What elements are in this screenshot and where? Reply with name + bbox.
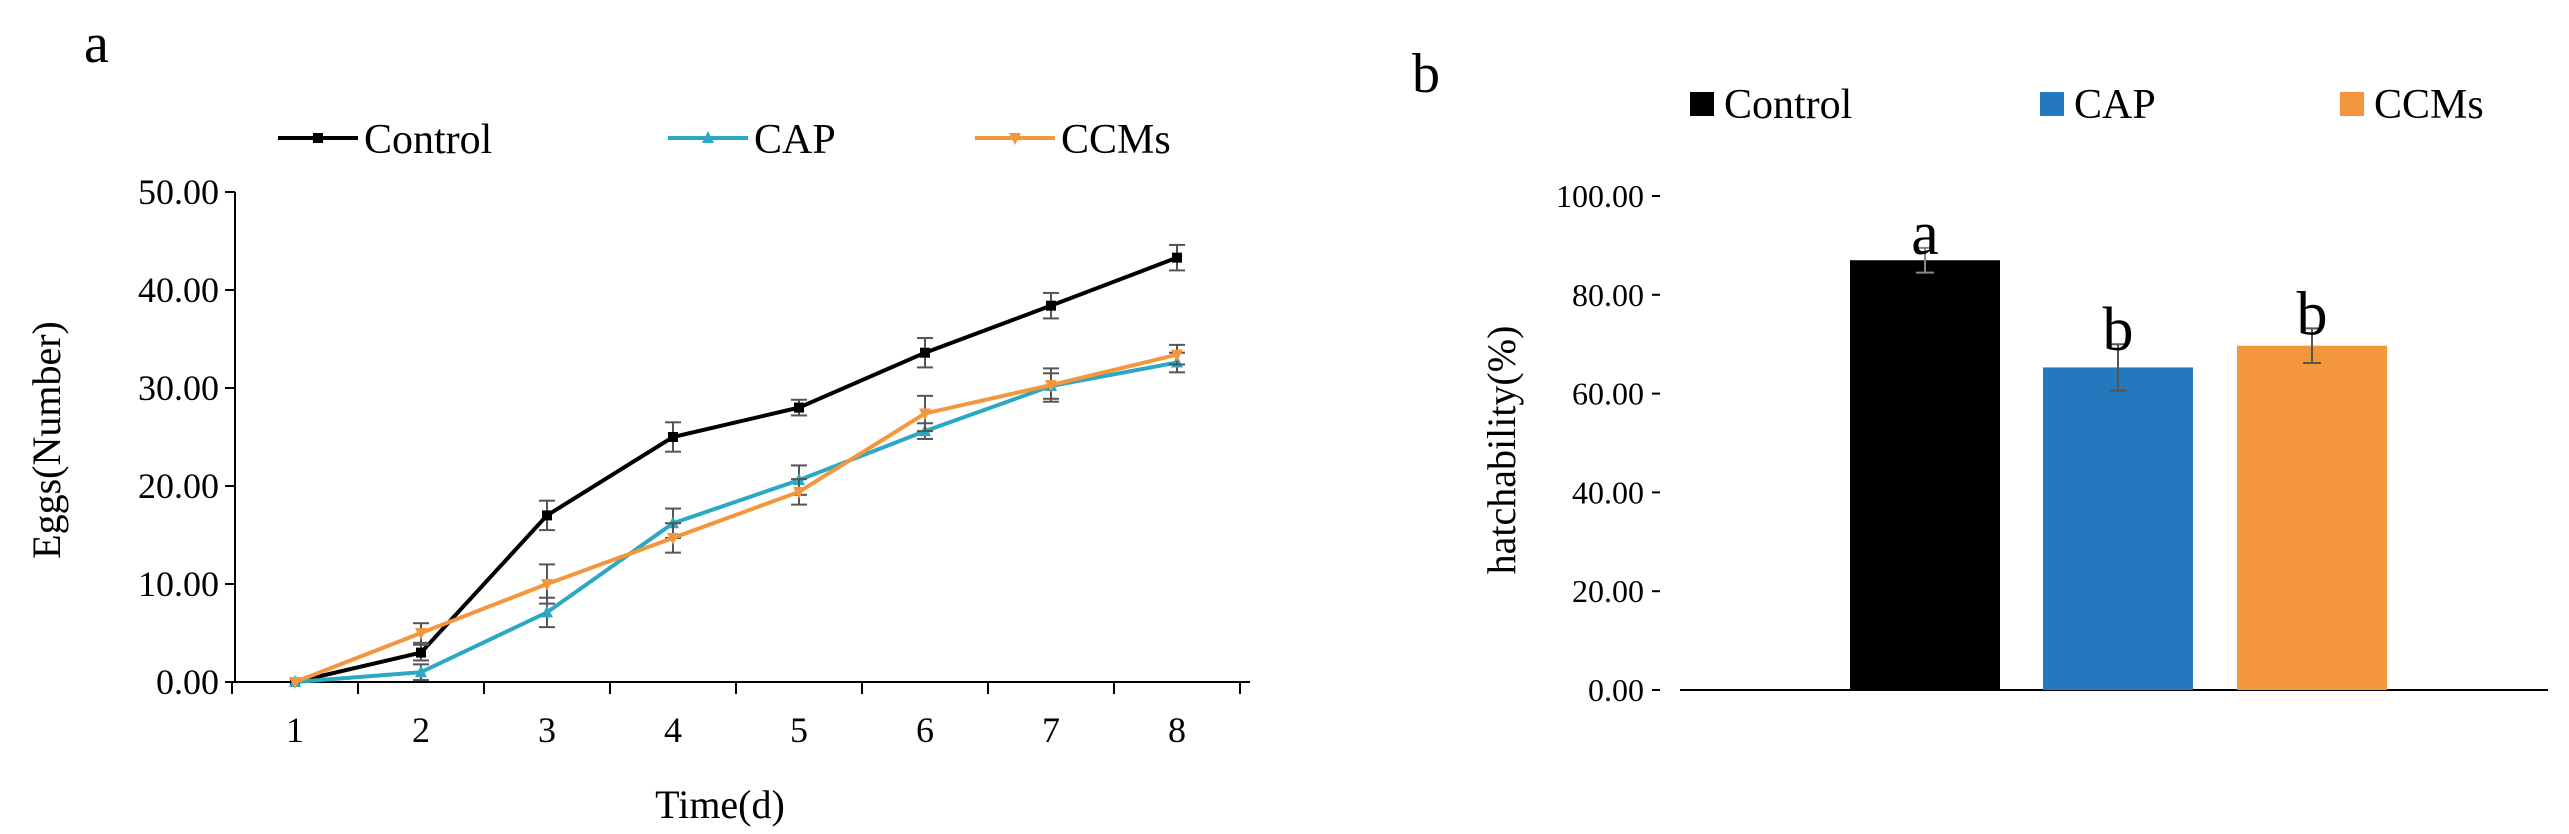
legend-label-cap: CAP — [754, 117, 836, 163]
significance-label: b — [2103, 296, 2134, 364]
x-tick-label-a: 4 — [664, 710, 682, 750]
legend-marker — [1009, 133, 1021, 145]
legend-label-control: Control — [1724, 82, 1852, 128]
data-point-ccms — [667, 532, 679, 545]
y-tick-label-b: 100.00 — [1556, 178, 1644, 214]
y-tick-label-a: 50.00 — [138, 172, 219, 212]
x-tick-label-a: 8 — [1168, 710, 1186, 750]
bars-b: a b b — [1850, 200, 2387, 690]
legend-a: Control CAP CCMs — [278, 117, 1171, 163]
y-tick-label-b: 60.00 — [1572, 376, 1644, 412]
data-point-ccms — [793, 486, 805, 499]
legend-label-cap: CAP — [2074, 82, 2156, 128]
x-tick-label-a: 5 — [790, 710, 808, 750]
legend-b: Control CAP CCMs — [1690, 82, 2484, 128]
y-tick-label-a: 10.00 — [138, 564, 219, 604]
data-point-control — [1046, 300, 1056, 311]
series-line-cap — [294, 360, 1178, 684]
series-line-ccms — [294, 352, 1178, 684]
y-axis-label-a: Eggs(Number) — [24, 321, 69, 559]
y-tick-label-a: 30.00 — [138, 368, 219, 408]
data-point-ccms — [1171, 349, 1183, 362]
data-point-ccms — [415, 628, 427, 640]
y-tick-label-b: 20.00 — [1572, 573, 1644, 609]
bar-ccms — [2237, 345, 2387, 690]
data-point-control — [794, 402, 804, 413]
panel-label-b: b — [1412, 43, 1440, 105]
significance-label: b — [2297, 280, 2328, 348]
data-point-ccms — [1045, 380, 1057, 393]
legend-marker — [702, 131, 714, 143]
legend-swatch-control — [1690, 92, 1714, 116]
legend-label-control: Control — [364, 117, 492, 163]
data-point-control — [668, 432, 678, 442]
data-point-control — [920, 347, 930, 358]
series-line-control — [294, 255, 1178, 684]
axes-b: 0.00 20.00 40.00 60.00 80.00 100.00 — [1556, 178, 2548, 708]
data-point-cap — [415, 665, 427, 678]
y-tick-label-a: 0.00 — [156, 662, 219, 702]
x-tick-label-a: 3 — [538, 710, 556, 750]
data-point-ccms — [541, 579, 553, 591]
x-tick-label-a: 2 — [412, 710, 430, 750]
panel-label-a: a — [84, 13, 109, 75]
data-point-ccms — [289, 677, 301, 689]
legend-swatch-cap — [2040, 92, 2064, 116]
y-axis-label-b: hatchability(%) — [1479, 326, 1524, 575]
chart-a-line: a Control CAP CCMs 0.00 10.00 20.00 30.00 40.0… — [24, 13, 1250, 827]
data-point-cap — [541, 605, 553, 618]
y-tick-label-a: 40.00 — [138, 270, 219, 310]
legend-marker — [313, 133, 323, 143]
data-point-control — [1172, 252, 1182, 263]
x-axis-label-a: Time(d) — [655, 782, 785, 827]
legend-label-ccms: CCMs — [1061, 117, 1171, 163]
legend-swatch-ccms — [2340, 92, 2364, 116]
data-point-ccms — [919, 408, 931, 421]
x-tick-label-a: 7 — [1042, 710, 1060, 750]
series-a — [289, 243, 1185, 689]
data-point-control — [416, 647, 426, 658]
x-tick-label-a: 1 — [286, 710, 304, 750]
y-tick-label-a: 20.00 — [138, 466, 219, 506]
significance-label: a — [1911, 200, 1939, 268]
y-tick-label-b: 80.00 — [1572, 277, 1644, 313]
data-point-control — [542, 510, 552, 521]
bar-cap — [2043, 367, 2193, 690]
x-tick-label-a: 6 — [916, 710, 934, 750]
bar-control — [1850, 260, 2000, 690]
y-tick-label-b: 0.00 — [1588, 672, 1644, 708]
y-tick-label-b: 40.00 — [1572, 474, 1644, 510]
legend-label-ccms: CCMs — [2374, 82, 2484, 128]
axes-a: 0.00 10.00 20.00 30.00 40.00 50.00 1 2 3 4 5 6 7 8 — [138, 172, 1250, 750]
